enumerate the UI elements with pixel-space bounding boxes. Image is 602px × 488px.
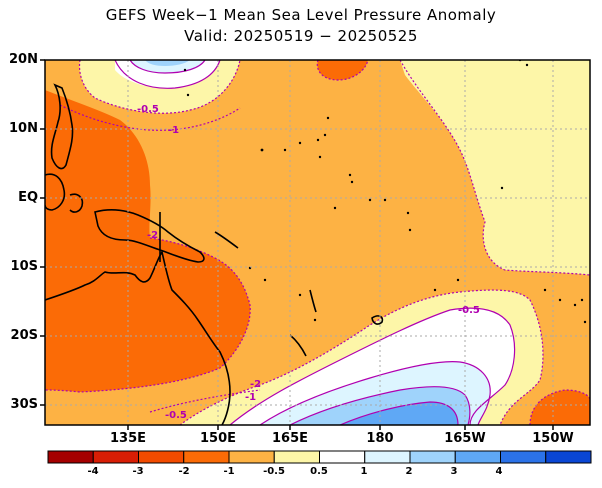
- contour-south-1: [149, 389, 261, 413]
- coast-solomon: [214, 231, 239, 249]
- contour-label: -2: [147, 230, 158, 241]
- coast-new-guinea: [94, 209, 205, 263]
- colorbar-tick-label: -0.5: [263, 466, 285, 477]
- colorbar-segment: [500, 450, 547, 464]
- colorbar-tick-label: -3: [132, 466, 144, 477]
- lat-label-20s: 20S: [10, 328, 38, 343]
- field-pos-north2: [145, 60, 190, 66]
- contour-east: [399, 60, 590, 276]
- coast-vanuatu: [309, 289, 317, 313]
- plot-frame: [44, 59, 591, 426]
- colorbar-tick-label: -2: [178, 466, 190, 477]
- colorbar-segment: [319, 450, 366, 464]
- colorbar-segment: [409, 450, 456, 464]
- lon-label-180: 180: [366, 431, 394, 446]
- lat-label-10n: 10N: [9, 121, 38, 136]
- contour-strong-north: [316, 60, 369, 81]
- colorbar-segments: [47, 450, 592, 464]
- colorbar-tick-label: 0.5: [310, 466, 328, 477]
- colorbar-segment: [183, 450, 230, 464]
- lon-label-150e: 150E: [199, 431, 237, 446]
- contour-south-weak: [179, 289, 544, 425]
- islands: [183, 60, 587, 324]
- colorbar-segment: [364, 450, 411, 464]
- colorbar-segment: [454, 450, 501, 464]
- colorbar-segment: [47, 450, 94, 464]
- colorbar-segment: [92, 450, 139, 464]
- contour-north-weak: [78, 60, 241, 114]
- coast-sulawesi: [69, 193, 84, 213]
- coast-borneo: [45, 173, 66, 211]
- contour-north-pos: [129, 60, 206, 74]
- contour-label: -0.5: [165, 410, 187, 421]
- contour-south-strong: [529, 389, 590, 425]
- field-weak-east: [400, 60, 590, 275]
- grid: [45, 60, 590, 425]
- contour-lines: [45, 60, 590, 425]
- colorbar-segment: [138, 450, 185, 464]
- coastlines: [45, 83, 384, 425]
- field-pos3: [340, 402, 458, 425]
- lon-label-165w: 165W: [444, 431, 486, 446]
- map-title: GEFS Week−1 Mean Sea Level Pressure Anom…: [105, 6, 497, 24]
- coast-australia: [45, 250, 231, 425]
- field-strong-north: [317, 60, 368, 80]
- coast-philippines: [50, 83, 74, 170]
- map-subtitle: Valid: 20250519 − 20250525: [184, 27, 418, 45]
- lat-label-eq: EQ: [18, 190, 38, 205]
- contour-label: -1: [245, 392, 256, 403]
- contour-south-pos3: [339, 401, 459, 425]
- contour-label: -0.5: [458, 305, 480, 316]
- field-pos-north1: [130, 60, 205, 73]
- contour-north-1: [59, 104, 241, 131]
- coast-fiji: [371, 315, 384, 325]
- field-strong-south: [530, 390, 590, 425]
- lat-label-30s: 30S: [10, 397, 38, 412]
- colorbar-tick-label: -4: [87, 466, 99, 477]
- contour-label: -0.5: [137, 104, 159, 115]
- lon-label-135e: 135E: [109, 431, 147, 446]
- colorbar-tick-label: 3: [450, 466, 458, 477]
- contour-label: -1: [168, 125, 179, 136]
- lat-label-20n: 20N: [9, 52, 38, 67]
- contour-south-pos2: [289, 386, 471, 425]
- contour-south-neutral: [229, 307, 516, 425]
- field-strong-west: [45, 90, 251, 392]
- lon-label-150w: 150W: [532, 431, 574, 446]
- colorbar-tick-label: 2: [405, 466, 413, 477]
- lat-label-10s: 10S: [10, 259, 38, 274]
- contour-label: -2: [250, 379, 261, 390]
- colorbar-segment: [273, 450, 320, 464]
- colorbar-tick-label: 4: [495, 466, 503, 477]
- colorbar-segment: [545, 450, 592, 464]
- colorbar-tick-label: -1: [223, 466, 235, 477]
- colorbar-segment: [228, 450, 275, 464]
- lon-label-165e: 165E: [271, 431, 309, 446]
- contour-north-neutral: [114, 60, 221, 89]
- axis-ticks: [40, 59, 554, 430]
- contour-south-pos1: [259, 361, 491, 425]
- colorbar-tick-label: 1: [360, 466, 368, 477]
